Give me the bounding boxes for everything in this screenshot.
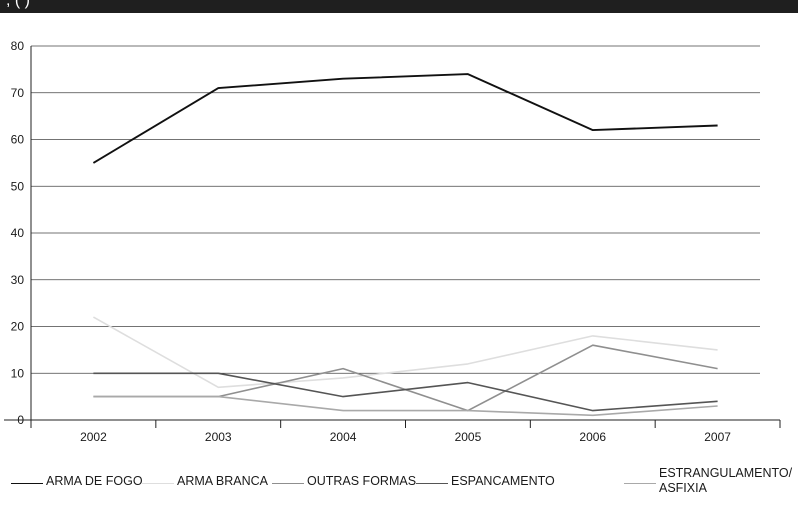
legend-swatch-5 bbox=[624, 483, 656, 484]
legend-label-4: ESPANCAMENTO bbox=[451, 474, 555, 488]
y-tick-label-30: 30 bbox=[11, 273, 25, 287]
legend-item-1: ARMA DE FOGO bbox=[11, 474, 143, 489]
legend-swatch-3 bbox=[272, 483, 304, 484]
legend-item-5: ESTRANGULAMENTO/ ASFIXIA bbox=[624, 466, 792, 496]
legend-label-5: ESTRANGULAMENTO/ ASFIXIA bbox=[659, 466, 793, 495]
y-tick-label-20: 20 bbox=[11, 320, 25, 334]
x-tick-label-2004: 2004 bbox=[330, 430, 357, 444]
y-tick-label-60: 60 bbox=[11, 133, 25, 147]
x-tick-label-2006: 2006 bbox=[579, 430, 606, 444]
title-bar: , ( ) bbox=[0, 0, 798, 13]
legend-swatch-2 bbox=[142, 483, 174, 484]
legend-item-3: OUTRAS FORMAS bbox=[272, 474, 416, 489]
legend-item-4: ESPANCAMENTO bbox=[416, 474, 555, 489]
grid-lines bbox=[31, 45, 760, 374]
series-line-2 bbox=[93, 316, 718, 389]
x-tick-label-2002: 2002 bbox=[80, 430, 107, 444]
series-line-4 bbox=[93, 372, 718, 412]
legend-item-2: ARMA BRANCA bbox=[142, 474, 268, 489]
series-lines bbox=[92, 73, 718, 417]
title-bar-text: , ( ) bbox=[6, 0, 30, 9]
series-line-1 bbox=[92, 73, 718, 164]
y-tick-label-40: 40 bbox=[11, 226, 25, 240]
legend: ARMA DE FOGO ARMA BRANCA OUTRAS FORMAS ESPA… bbox=[0, 465, 798, 515]
legend-swatch-4 bbox=[416, 483, 448, 484]
legend-label-2: ARMA BRANCA bbox=[177, 474, 268, 488]
x-tick-label-2005: 2005 bbox=[455, 430, 482, 444]
legend-label-3: OUTRAS FORMAS bbox=[307, 474, 417, 488]
x-tick-label-2007: 2007 bbox=[704, 430, 731, 444]
series-line-5 bbox=[93, 395, 718, 417]
series-line-3 bbox=[93, 344, 718, 412]
y-tick-label-10: 10 bbox=[11, 366, 25, 380]
legend-label-1: ARMA DE FOGO bbox=[46, 474, 143, 488]
legend-swatch-1 bbox=[11, 483, 43, 484]
y-tick-label-80: 80 bbox=[11, 39, 25, 53]
y-tick-label-50: 50 bbox=[11, 179, 25, 193]
x-tick-label-2003: 2003 bbox=[205, 430, 232, 444]
y-tick-label-70: 70 bbox=[11, 86, 25, 100]
